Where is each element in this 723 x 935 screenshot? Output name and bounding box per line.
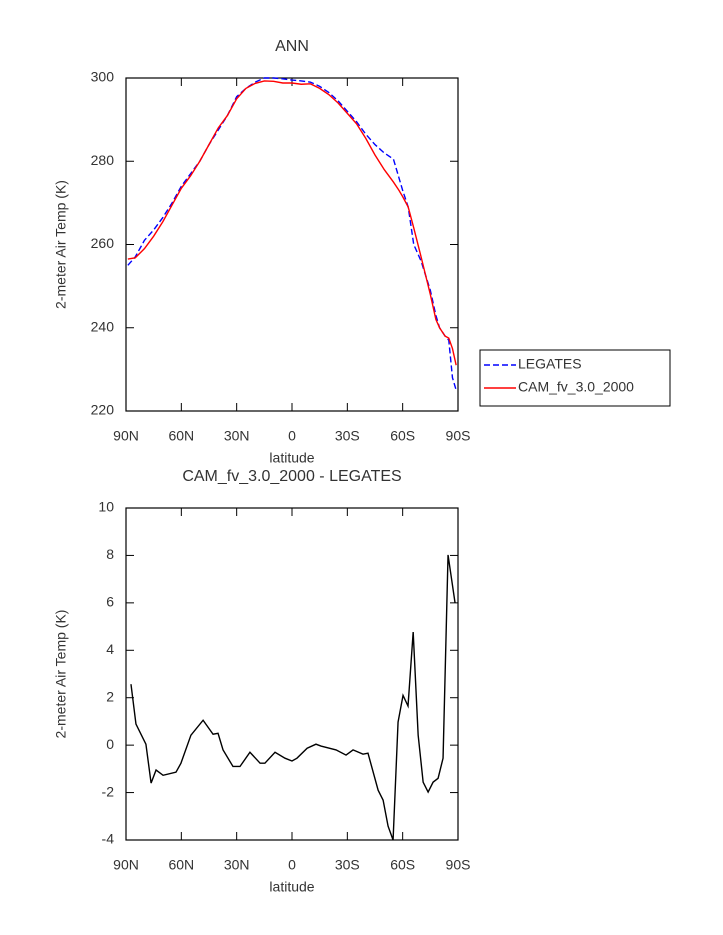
y-tick-label: 300 xyxy=(91,69,115,85)
x-tick-label: 60N xyxy=(168,857,194,873)
x-tick-label: 30S xyxy=(335,428,360,444)
x-axis-label: latitude xyxy=(269,879,314,895)
y-tick-label: 0 xyxy=(106,736,114,752)
y-tick-label: 220 xyxy=(91,402,115,418)
x-tick-label: 60S xyxy=(390,857,415,873)
x-tick-label: 0 xyxy=(288,857,296,873)
x-tick-label: 90S xyxy=(446,857,471,873)
data-line xyxy=(130,554,456,841)
data-line xyxy=(127,80,457,366)
y-tick-label: 240 xyxy=(91,318,115,334)
chart-title: CAM_fv_3.0_2000 - LEGATES xyxy=(182,468,401,485)
y-axis-label: 2-meter Air Temp (K) xyxy=(53,180,69,309)
x-tick-label: 90S xyxy=(446,428,471,444)
x-tick-label: 90N xyxy=(113,428,139,444)
y-axis-label: 2-meter Air Temp (K) xyxy=(53,610,69,739)
x-tick-label: 0 xyxy=(288,428,296,444)
plot-frame xyxy=(125,507,459,841)
y-tick-label: 280 xyxy=(91,152,115,168)
legend-box xyxy=(479,349,671,407)
x-tick-label: 90N xyxy=(113,857,139,873)
y-tick-label: 10 xyxy=(98,499,114,515)
chart-title: ANN xyxy=(275,38,309,55)
y-tick-label: 8 xyxy=(106,546,114,562)
x-tick-label: 60N xyxy=(168,428,194,444)
legend-label: CAM_fv_3.0_2000 xyxy=(518,379,634,395)
x-tick-label: 30N xyxy=(224,428,250,444)
y-tick-label: 4 xyxy=(106,641,114,657)
y-tick-label: -4 xyxy=(102,831,115,847)
y-tick-label: 260 xyxy=(91,235,115,251)
plot-frame xyxy=(125,77,459,412)
x-tick-label: 60S xyxy=(390,428,415,444)
y-tick-label: -2 xyxy=(102,783,115,799)
data-line xyxy=(127,77,457,391)
y-tick-label: 6 xyxy=(106,594,114,610)
x-axis-label: latitude xyxy=(269,450,314,466)
x-tick-label: 30S xyxy=(335,857,360,873)
x-tick-label: 30N xyxy=(224,857,250,873)
legend-label: LEGATES xyxy=(518,356,582,372)
y-tick-label: 2 xyxy=(106,688,114,704)
